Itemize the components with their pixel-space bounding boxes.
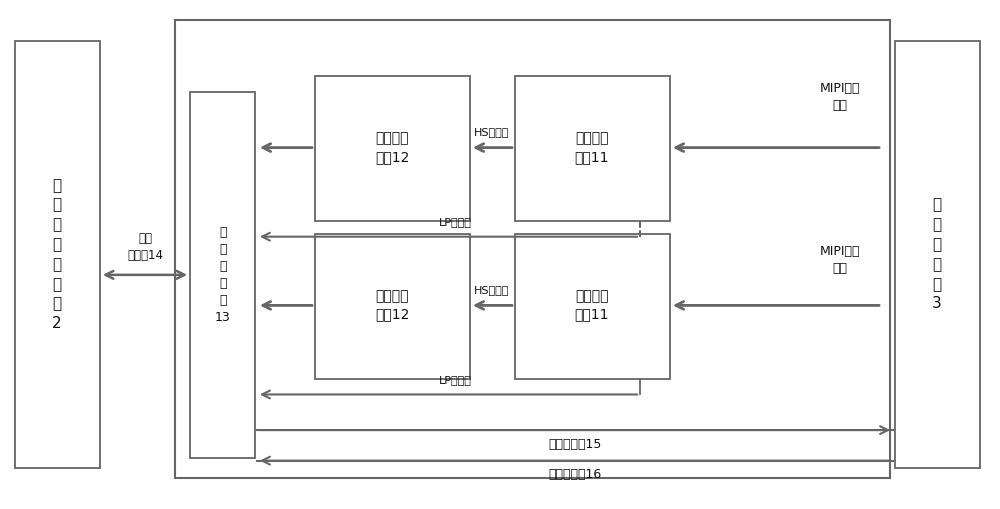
Bar xyxy=(515,234,670,379)
Text: 高速
连接线14: 高速 连接线14 xyxy=(127,232,163,262)
Bar xyxy=(515,76,670,221)
Bar xyxy=(315,76,470,221)
Text: HS段信号: HS段信号 xyxy=(474,285,510,295)
Bar xyxy=(315,234,470,379)
Text: 摄
像
头
测
试
装
置
2: 摄 像 头 测 试 装 置 2 xyxy=(52,178,62,331)
Text: MIPI图像
信号: MIPI图像 信号 xyxy=(820,82,860,111)
Text: 高
速
连
接
口
13: 高 速 连 接 口 13 xyxy=(215,226,231,324)
Text: 信号转换
电路12: 信号转换 电路12 xyxy=(375,131,409,164)
Text: 信号分离
电路11: 信号分离 电路11 xyxy=(575,289,609,322)
Text: 信号分离
电路11: 信号分离 电路11 xyxy=(575,131,609,164)
Text: LP段信号: LP段信号 xyxy=(439,375,471,385)
Text: 待
测
摄
像
头
3: 待 测 摄 像 头 3 xyxy=(932,197,942,312)
Text: 信号转换
电路12: 信号转换 电路12 xyxy=(375,289,409,322)
Bar xyxy=(175,20,890,478)
Text: LP段信号: LP段信号 xyxy=(439,217,471,228)
Bar xyxy=(190,92,255,458)
Bar xyxy=(895,41,980,468)
Bar xyxy=(15,41,100,468)
Text: MIPI图像
信号: MIPI图像 信号 xyxy=(820,245,860,274)
Text: HS段信号: HS段信号 xyxy=(474,127,510,137)
Text: 电源连接线15: 电源连接线15 xyxy=(548,438,602,451)
Text: 控制连接线16: 控制连接线16 xyxy=(548,468,602,482)
